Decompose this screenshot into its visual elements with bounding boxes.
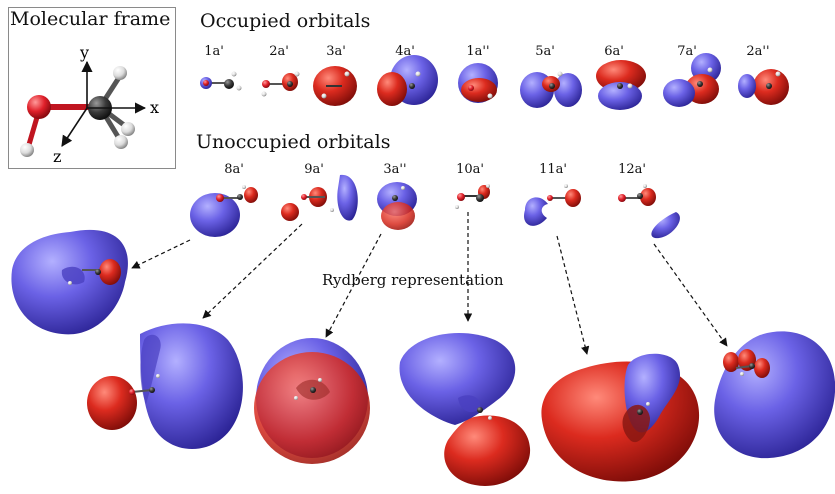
oxygen-atom [27,95,51,119]
orbital-1a-occupied [200,71,242,91]
occupied-label-4a: 4a' [395,44,415,59]
orbital-1a2-occupied [458,63,498,103]
rydberg-12a [714,331,835,459]
orbital-3a2-small [377,182,417,230]
orbital-12a-small [618,184,680,239]
arrow-9a [202,223,303,319]
unoccupied-label-3a2: 3a'' [383,162,407,177]
unoccupied-label-11a: 11a' [539,162,567,177]
unoccupied-orbitals-title: Unoccupied orbitals [196,131,391,153]
occupied-label-6a: 6a' [604,44,624,59]
molecular-frame-panel [8,7,176,169]
unoccupied-label-12a: 12a' [618,162,646,177]
molecular-frame-title: Molecular frame [10,8,171,30]
arrow-12a [653,243,728,347]
hydrogen-atom [113,66,127,80]
orbital-10a-small [455,184,490,209]
arrow-3a2 [325,233,382,338]
orbital-9a-small [281,174,358,221]
orbital-4a-occupied [377,55,438,106]
rydberg-11a [541,353,700,482]
rydberg-9a [87,323,243,450]
orbital-6a-occupied [596,60,646,110]
arrow-8a [131,239,191,269]
x-axis-label: x [150,98,159,117]
unoccupied-label-10a: 10a' [456,162,484,177]
rydberg-10a [399,333,531,486]
orbital-7a-occupied [663,53,721,107]
orbital-3a-occupied [313,66,357,106]
occupied-label-1a: 1a' [204,44,224,59]
occupied-label-3a: 3a' [326,44,346,59]
rydberg-representation-label: Rydberg representation [322,271,504,289]
z-axis-arrow [61,107,88,147]
y-axis-label: y [79,43,89,62]
occupied-label-2a: 2a' [269,44,289,59]
orbital-2a2-occupied [738,69,789,105]
orbital-2a-occupied [261,71,300,97]
unoccupied-label-9a: 9a' [304,162,324,177]
rydberg-3a2 [254,338,370,464]
arrow-11a [556,235,590,355]
molecular-frame-model: y x z [20,43,159,166]
orbital-5a-occupied [520,71,582,108]
hydrogen-atom [121,122,135,136]
hydrogen-atom [114,135,128,149]
occupied-orbitals-title: Occupied orbitals [200,10,371,32]
rydberg-8a [11,229,128,335]
occupied-label-5a: 5a' [535,44,555,59]
z-axis-label: z [53,147,61,166]
hydrogen-atom [20,143,34,157]
occupied-label-1a2: 1a'' [466,44,490,59]
connector-arrows [131,212,728,355]
unoccupied-label-8a: 8a' [224,162,244,177]
orbital-11a-small [524,184,581,226]
occupied-label-2a2: 2a'' [746,44,770,59]
orbital-8a-small [190,185,258,237]
occupied-label-7a: 7a' [677,44,697,59]
